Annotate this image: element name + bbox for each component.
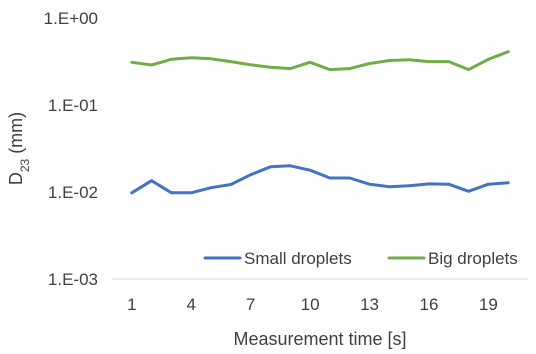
x-tick-label: 19 (479, 295, 498, 314)
series-line-big-droplets (130, 50, 510, 72)
y-axis-title-subscript: 23 (18, 158, 32, 172)
legend: Small droplets Big droplets (203, 249, 518, 268)
series-line-small-droplets (130, 164, 510, 195)
x-tick-label: 16 (419, 295, 438, 314)
x-tick-label: 4 (187, 295, 196, 314)
x-tick-label: 1 (127, 295, 136, 314)
y-axis-title-unit: (mm) (6, 112, 26, 159)
y-tick-label: 1.E-01 (48, 96, 98, 115)
y-tick-label: 1.E-03 (48, 270, 98, 289)
x-tick-label: 7 (246, 295, 255, 314)
series-layer (130, 50, 510, 195)
x-tick-label: 10 (301, 295, 320, 314)
x-tick-label: 13 (360, 295, 379, 314)
x-axis-title: Measurement time [s] (233, 329, 406, 349)
legend-item-big-droplets: Big droplets (387, 249, 518, 268)
y-tick-label: 1.E+00 (44, 9, 98, 28)
legend-label: Small droplets (244, 249, 352, 268)
y-axis-title-main: D (6, 172, 26, 185)
y-tick-label: 1.E-02 (48, 183, 98, 202)
y-axis-tick-labels: 1.E+00 1.E-01 1.E-02 1.E-03 (44, 9, 98, 289)
legend-label: Big droplets (428, 249, 518, 268)
legend-item-small-droplets: Small droplets (203, 249, 352, 268)
y-axis-title: D23 (mm) (6, 112, 32, 185)
x-axis-tick-labels: 1 4 7 10 13 16 19 (127, 295, 498, 314)
